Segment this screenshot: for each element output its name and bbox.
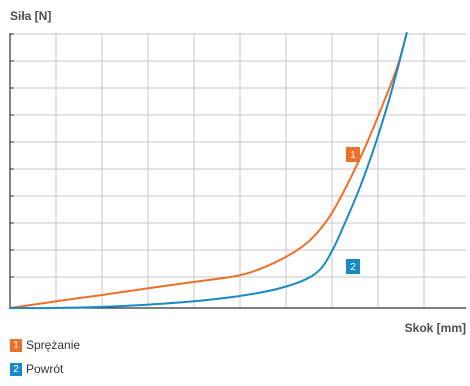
series-marker-label-2: 2 xyxy=(350,262,356,273)
legend-item-sprezanie: 1 Sprężanie xyxy=(10,338,80,352)
x-axis-title: Skok [mm] xyxy=(405,321,466,335)
legend-label-powrot: Powrót xyxy=(26,362,64,376)
legend-swatch-2: 2 xyxy=(10,362,22,376)
legend-label-sprezanie: Sprężanie xyxy=(26,338,81,352)
series-marker-label-1: 1 xyxy=(350,150,356,161)
series-line-1 xyxy=(9,32,408,309)
series-marker-box-1 xyxy=(346,147,360,162)
y-axis-title: Siła [N] xyxy=(10,9,51,23)
chart: Siła [N] 12 Skok [mm] xyxy=(9,9,466,335)
series-layer xyxy=(9,32,408,310)
grid xyxy=(9,33,466,309)
series-markers: 12 xyxy=(346,147,360,274)
series-marker-box-2 xyxy=(346,259,360,274)
legend-item-powrot: 2 Powrót xyxy=(10,362,80,376)
series-line-2 xyxy=(9,32,408,310)
legend: 1 Sprężanie 2 Powrót xyxy=(10,338,80,386)
legend-swatch-1: 1 xyxy=(10,338,22,352)
